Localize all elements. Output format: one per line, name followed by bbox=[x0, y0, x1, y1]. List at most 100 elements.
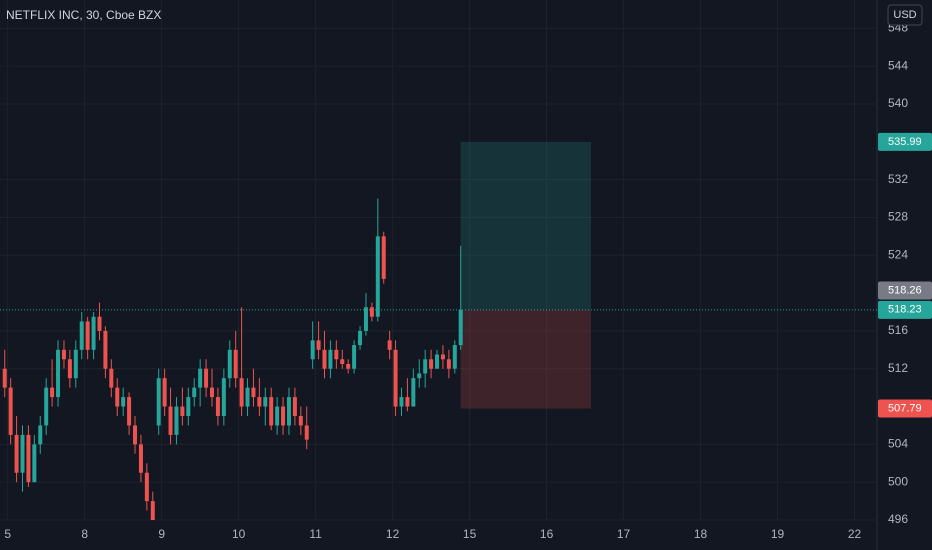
candle-body bbox=[328, 349, 333, 369]
y-tick-label: 544 bbox=[888, 58, 908, 72]
candle-body bbox=[186, 397, 191, 416]
candle-body bbox=[221, 378, 226, 416]
y-tick-label: 496 bbox=[888, 512, 908, 526]
x-tick-label: 9 bbox=[158, 527, 165, 541]
price-marker-label: 507.79 bbox=[888, 402, 922, 414]
y-tick-label: 528 bbox=[888, 210, 908, 224]
candle-body bbox=[79, 321, 84, 350]
x-tick-label: 12 bbox=[386, 527, 400, 541]
candle-body bbox=[180, 406, 185, 416]
candle-body bbox=[204, 368, 209, 388]
candle-body bbox=[85, 321, 90, 350]
candle-body bbox=[209, 387, 214, 398]
candle-body bbox=[56, 349, 61, 398]
price-marker bbox=[878, 132, 932, 151]
candle-body bbox=[44, 387, 49, 426]
candle-body bbox=[67, 359, 72, 379]
candle-body bbox=[50, 387, 55, 398]
price-marker-label: 518.26 bbox=[888, 284, 922, 296]
candle-body bbox=[363, 307, 368, 331]
x-tick-label: 8 bbox=[81, 527, 88, 541]
candle-body bbox=[121, 397, 126, 407]
candle-body bbox=[346, 364, 351, 369]
y-tick-label: 512 bbox=[888, 361, 908, 375]
x-tick-label: 17 bbox=[617, 527, 631, 541]
candle-body bbox=[245, 387, 250, 407]
candle-body bbox=[334, 349, 339, 360]
candle-body bbox=[275, 406, 280, 426]
chart-title: NETFLIX INC, 30, Cboe BZX bbox=[6, 8, 161, 22]
y-tick-label: 500 bbox=[888, 474, 908, 488]
candle-body bbox=[269, 397, 274, 426]
candle-body bbox=[26, 434, 31, 483]
candle-body bbox=[316, 340, 321, 350]
candle-body bbox=[375, 236, 380, 317]
price-marker-label: 535.99 bbox=[888, 136, 922, 148]
candle-body bbox=[198, 368, 203, 388]
candle-body bbox=[405, 397, 410, 407]
x-tick-label: 22 bbox=[848, 527, 862, 541]
candle-body bbox=[192, 387, 197, 398]
candle-body bbox=[233, 349, 238, 379]
candle-body bbox=[292, 397, 297, 416]
price-marker bbox=[878, 300, 932, 319]
grid bbox=[0, 0, 877, 521]
y-tick-label: 516 bbox=[888, 323, 908, 337]
candle-body bbox=[440, 354, 445, 360]
candle-body bbox=[32, 444, 37, 483]
candle-body bbox=[174, 406, 179, 435]
candle-body bbox=[322, 349, 327, 369]
candle-body bbox=[227, 349, 232, 379]
candle-body bbox=[127, 397, 132, 426]
candle-body bbox=[358, 330, 363, 346]
currency[interactable]: USD bbox=[893, 9, 916, 21]
candle-body bbox=[133, 425, 138, 445]
price-marker bbox=[878, 281, 932, 300]
candle-body bbox=[156, 378, 161, 426]
candle-body bbox=[115, 387, 120, 407]
x-tick-label: 15 bbox=[463, 527, 477, 541]
plot bbox=[0, 141, 877, 520]
x-tick-label: 10 bbox=[232, 527, 246, 541]
candle-body bbox=[381, 236, 386, 279]
y-tick-label: 524 bbox=[888, 247, 908, 261]
candle-body bbox=[304, 425, 309, 440]
stop-zone bbox=[460, 309, 591, 409]
candle-body bbox=[38, 425, 43, 445]
candle-body bbox=[257, 397, 262, 407]
candle-body bbox=[150, 501, 155, 520]
candle-body bbox=[109, 368, 114, 388]
candle-body bbox=[103, 330, 108, 369]
candle-body bbox=[340, 359, 345, 364]
candle-body bbox=[417, 373, 422, 379]
candle-body bbox=[215, 397, 220, 416]
candle-body bbox=[298, 416, 303, 426]
candle-body bbox=[144, 472, 149, 502]
currency-badge[interactable] bbox=[887, 4, 923, 26]
candle-body bbox=[446, 359, 451, 369]
candle-body bbox=[20, 434, 25, 473]
candle-body bbox=[138, 444, 143, 473]
target-zone bbox=[460, 141, 591, 310]
candle-body bbox=[423, 359, 428, 374]
candle-body bbox=[310, 340, 315, 360]
y-tick-label: 532 bbox=[888, 172, 908, 186]
candle-body bbox=[8, 387, 13, 435]
candle-body bbox=[286, 397, 291, 426]
candle-body bbox=[61, 349, 66, 360]
x-tick-label: 11 bbox=[309, 527, 322, 541]
y-tick-label: 540 bbox=[888, 96, 908, 110]
candle-body bbox=[352, 345, 357, 369]
candle-body bbox=[411, 378, 416, 407]
candle-body bbox=[458, 309, 463, 346]
candle-body bbox=[2, 368, 7, 388]
x-tick-label: 18 bbox=[694, 527, 708, 541]
candle-body bbox=[452, 345, 457, 369]
candle-body bbox=[239, 378, 244, 407]
x-tick-label: 16 bbox=[540, 527, 554, 541]
candle-body bbox=[251, 387, 256, 398]
candle-body bbox=[91, 316, 96, 350]
